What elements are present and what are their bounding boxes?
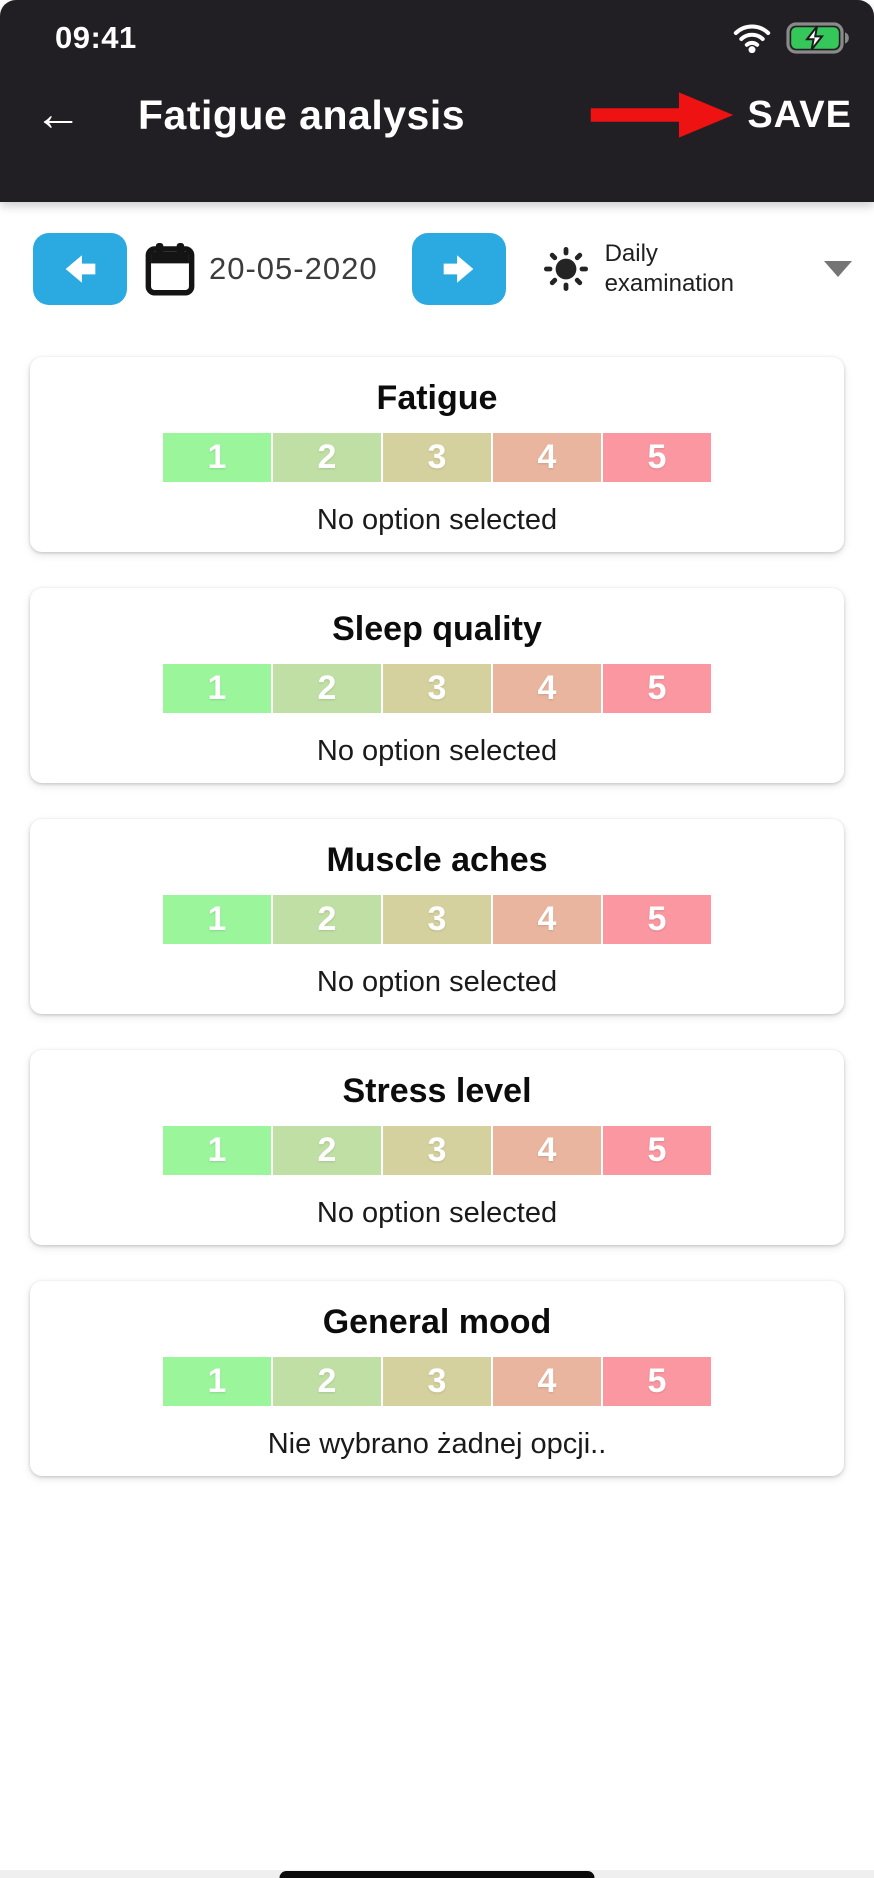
rating-option-5[interactable]: 5 bbox=[603, 664, 711, 713]
rating-scale: 1 2 3 4 5 bbox=[30, 433, 844, 482]
exam-type-selector[interactable]: Daily examination bbox=[542, 239, 856, 299]
rating-option-3[interactable]: 3 bbox=[383, 1126, 491, 1175]
sun-icon bbox=[542, 245, 590, 293]
date-toolbar: 20-05-2020 Dail bbox=[0, 232, 874, 305]
home-indicator[interactable] bbox=[279, 1871, 595, 1878]
app-header: 09:41 ← Fatigue analysis bbox=[0, 0, 874, 202]
rating-option-1[interactable]: 1 bbox=[163, 1357, 271, 1406]
battery-charging-icon bbox=[786, 22, 850, 54]
bottom-strip bbox=[0, 1870, 874, 1878]
chevron-down-icon bbox=[824, 260, 852, 277]
red-arrow-annotation-icon bbox=[587, 89, 737, 141]
card-title: Sleep quality bbox=[332, 610, 542, 648]
rating-option-4[interactable]: 4 bbox=[493, 433, 601, 482]
rating-option-1[interactable]: 1 bbox=[163, 664, 271, 713]
rating-option-1[interactable]: 1 bbox=[163, 895, 271, 944]
rating-option-3[interactable]: 3 bbox=[383, 664, 491, 713]
status-bar: 09:41 bbox=[0, 16, 874, 60]
cards-list: Fatigue 1 2 3 4 5 No option selected Sle… bbox=[0, 357, 874, 1476]
status-icons bbox=[732, 22, 850, 54]
calendar-icon bbox=[145, 241, 195, 297]
save-button[interactable]: SAVE bbox=[747, 93, 852, 136]
card-stress-level: Stress level 1 2 3 4 5 No option selecte… bbox=[30, 1050, 844, 1245]
page-title: Fatigue analysis bbox=[138, 91, 466, 138]
rating-scale: 1 2 3 4 5 bbox=[30, 664, 844, 713]
rating-option-4[interactable]: 4 bbox=[493, 1126, 601, 1175]
card-status: No option selected bbox=[316, 966, 558, 998]
exam-type-label: Daily examination bbox=[604, 239, 734, 297]
previous-day-button[interactable] bbox=[33, 232, 127, 305]
rating-option-5[interactable]: 5 bbox=[603, 895, 711, 944]
rating-option-2[interactable]: 2 bbox=[273, 433, 381, 482]
wifi-icon bbox=[732, 23, 772, 53]
rating-scale: 1 2 3 4 5 bbox=[30, 1357, 844, 1406]
rating-option-5[interactable]: 5 bbox=[603, 1357, 711, 1406]
rating-scale: 1 2 3 4 5 bbox=[30, 895, 844, 944]
rating-option-1[interactable]: 1 bbox=[163, 1126, 271, 1175]
rating-option-5[interactable]: 5 bbox=[603, 433, 711, 482]
next-day-button[interactable] bbox=[411, 232, 506, 305]
rating-option-3[interactable]: 3 bbox=[383, 895, 491, 944]
card-title: Fatigue bbox=[376, 379, 498, 417]
date-display[interactable]: 20-05-2020 bbox=[209, 250, 378, 286]
card-fatigue: Fatigue 1 2 3 4 5 No option selected bbox=[30, 357, 844, 552]
card-status: Nie wybrano żadnej opcji.. bbox=[267, 1428, 607, 1460]
rating-option-2[interactable]: 2 bbox=[273, 1126, 381, 1175]
rating-option-1[interactable]: 1 bbox=[163, 433, 271, 482]
back-button[interactable]: ← bbox=[34, 88, 82, 141]
rating-option-3[interactable]: 3 bbox=[383, 1357, 491, 1406]
rating-option-4[interactable]: 4 bbox=[493, 1357, 601, 1406]
rating-option-2[interactable]: 2 bbox=[273, 1357, 381, 1406]
arrow-right-icon bbox=[436, 246, 482, 292]
rating-option-3[interactable]: 3 bbox=[383, 433, 491, 482]
rating-option-4[interactable]: 4 bbox=[493, 664, 601, 713]
card-muscle-aches: Muscle aches 1 2 3 4 5 No option selecte… bbox=[30, 819, 844, 1014]
card-general-mood: General mood 1 2 3 4 5 Nie wybrano żadne… bbox=[30, 1281, 844, 1476]
status-time: 09:41 bbox=[55, 20, 137, 55]
navigation-bar: ← Fatigue analysis SAVE bbox=[0, 82, 874, 148]
card-title: General mood bbox=[322, 1303, 552, 1341]
card-title: Muscle aches bbox=[326, 841, 548, 879]
rating-option-5[interactable]: 5 bbox=[603, 1126, 711, 1175]
card-status: No option selected bbox=[316, 1197, 558, 1229]
card-sleep-quality: Sleep quality 1 2 3 4 5 No option select… bbox=[30, 588, 844, 783]
rating-option-4[interactable]: 4 bbox=[493, 895, 601, 944]
card-status: No option selected bbox=[316, 504, 558, 536]
card-title: Stress level bbox=[342, 1072, 532, 1110]
rating-scale: 1 2 3 4 5 bbox=[30, 1126, 844, 1175]
rating-option-2[interactable]: 2 bbox=[273, 895, 381, 944]
arrow-left-icon bbox=[57, 246, 103, 292]
rating-option-2[interactable]: 2 bbox=[273, 664, 381, 713]
card-status: No option selected bbox=[316, 735, 558, 767]
